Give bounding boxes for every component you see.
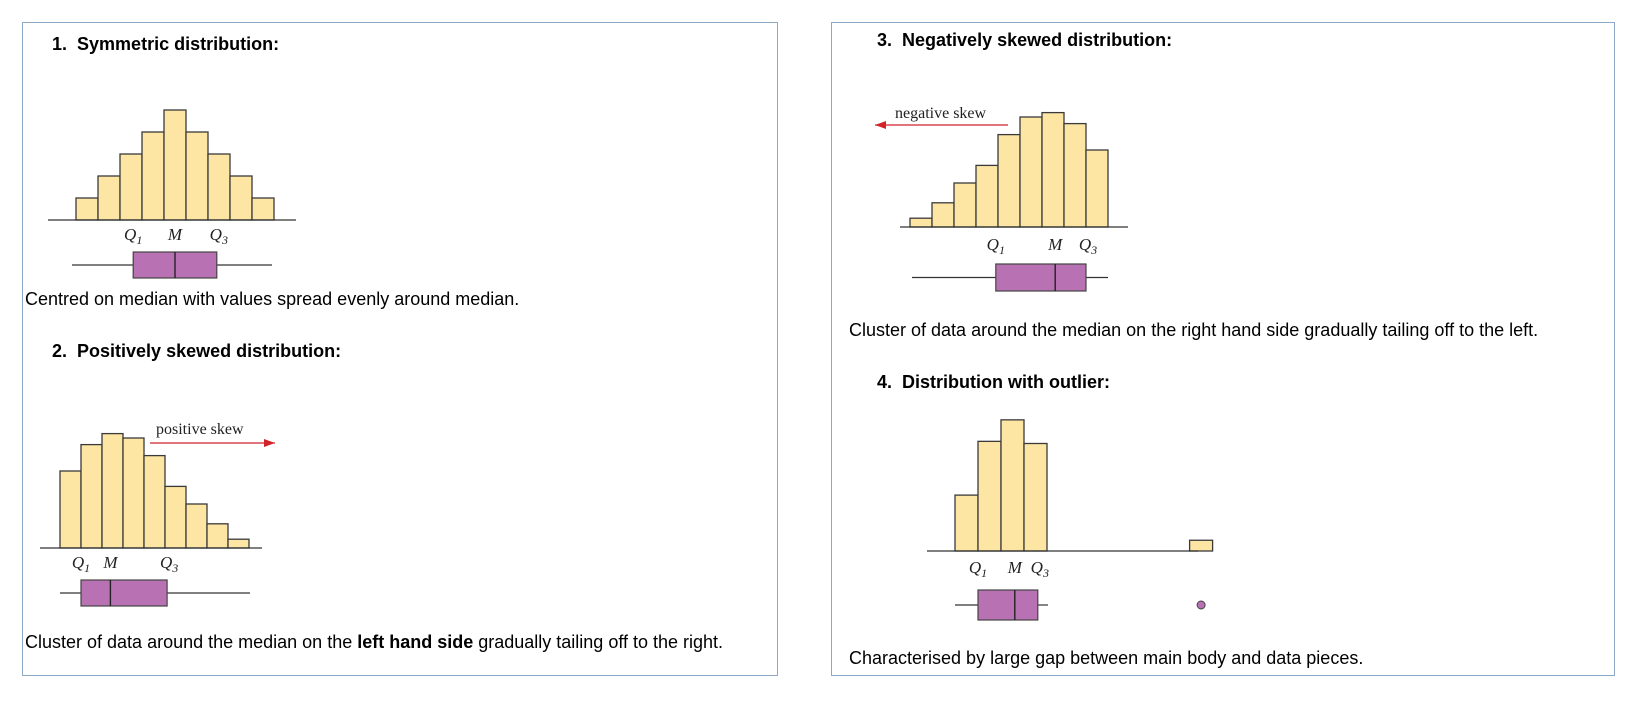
heading-number: 3. <box>877 30 893 50</box>
chart-negative: negative skew <box>875 105 1128 292</box>
heading-number: 2. <box>52 341 68 361</box>
skew-arrow-head <box>264 439 275 447</box>
panel-right <box>831 22 1615 676</box>
box-iqr <box>977 589 1039 621</box>
histogram-bar <box>1019 116 1043 228</box>
histogram-bar <box>185 503 208 549</box>
histogram-bar <box>141 131 165 221</box>
histogram-bar <box>1085 149 1109 228</box>
q3-label: Q3 <box>210 225 228 247</box>
skew-arrow-head <box>875 121 886 129</box>
q1-label: Q1 <box>969 558 987 580</box>
chart-positive: positive skew <box>40 421 275 607</box>
chart-symmetric <box>48 109 296 279</box>
panel-left <box>22 22 778 676</box>
histogram-bar <box>101 432 124 549</box>
histogram-bar <box>206 523 229 549</box>
histogram-bar <box>143 454 166 549</box>
outlier-bar <box>1188 539 1214 552</box>
histogram-bar <box>1000 419 1025 552</box>
heading-number: 1. <box>52 34 68 54</box>
description-part: Cluster of data around the median on the <box>25 632 358 652</box>
q3-label: Q3 <box>160 553 178 575</box>
histogram-bar <box>997 133 1021 228</box>
heading-positive-skew: 2. Positively skewed distribution: <box>52 341 341 362</box>
histogram-bar <box>227 538 250 549</box>
heading-title: Distribution with outlier: <box>902 372 1111 392</box>
description-outlier: Characterised by large gap between main … <box>849 648 1364 668</box>
heading-negative-skew: 3. Negatively skewed distribution: <box>877 30 1172 51</box>
q1-label: Q1 <box>987 235 1005 257</box>
q1-label: Q1 <box>124 225 142 247</box>
histogram-bar <box>80 443 103 549</box>
histogram-bar <box>97 175 121 221</box>
description-part: gradually tailing off to the right. <box>473 632 724 652</box>
heading-title: Symmetric distribution: <box>77 34 280 54</box>
histogram-bar <box>119 153 143 221</box>
histogram-bar <box>185 131 209 221</box>
chart-outlier <box>927 419 1214 621</box>
skew-annotation: negative skew <box>895 105 987 122</box>
histogram-bar <box>1023 442 1048 552</box>
histogram-bar <box>953 182 977 228</box>
histogram-bar <box>122 437 145 549</box>
histogram-bar <box>909 217 933 228</box>
box-iqr <box>995 263 1087 292</box>
histogram-bar <box>977 440 1002 552</box>
box-iqr <box>80 579 168 607</box>
median-label: M <box>1047 235 1063 254</box>
histogram-bar <box>251 197 275 221</box>
histogram-bar <box>164 485 187 549</box>
histogram-bar <box>931 202 955 228</box>
heading-symmetric: 1. Symmetric distribution: <box>52 34 279 55</box>
histogram-bar <box>954 494 979 552</box>
q1-label: Q1 <box>72 553 90 575</box>
histogram-bar <box>1063 122 1087 228</box>
histogram-bar <box>1041 111 1065 228</box>
histogram-bar <box>207 153 231 221</box>
outlier-point <box>1196 600 1206 610</box>
histogram-bar <box>59 470 82 549</box>
heading-title: Negatively skewed distribution: <box>902 30 1173 50</box>
description-negative-skew: Cluster of data around the median on the… <box>849 320 1539 340</box>
histogram-bar <box>229 175 253 221</box>
q3-label: Q3 <box>1079 235 1097 257</box>
heading-number: 4. <box>877 372 893 392</box>
histogram-bar <box>975 164 999 228</box>
histogram-bar <box>163 109 187 221</box>
skew-annotation: positive skew <box>156 421 244 438</box>
heading-title: Positively skewed distribution: <box>77 341 342 361</box>
median-label: M <box>1007 558 1023 577</box>
q3-label: Q3 <box>1031 558 1049 580</box>
median-label: M <box>167 225 183 244</box>
description-positive-skew: Cluster of data around the median on the… <box>25 632 723 653</box>
description-emphasis: left hand side <box>357 632 474 652</box>
heading-outlier: 4. Distribution with outlier: <box>877 372 1110 393</box>
median-label: M <box>102 553 118 572</box>
description-symmetric: Centred on median with values spread eve… <box>25 289 520 309</box>
histogram-bar <box>75 197 99 221</box>
